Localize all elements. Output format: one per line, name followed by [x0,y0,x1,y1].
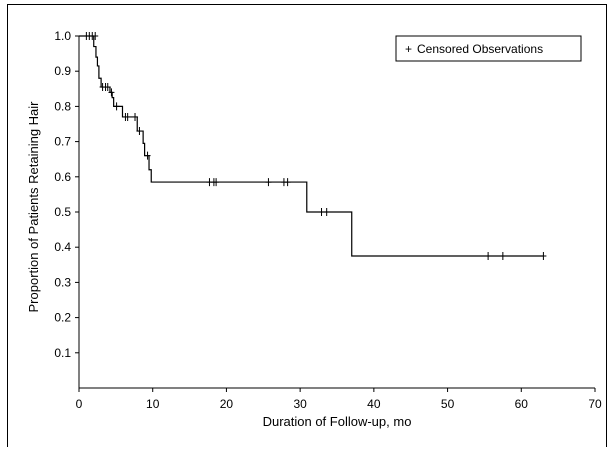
y-tick-label: 0.6 [54,170,71,184]
censored-marker [485,252,492,260]
censored-marker [108,88,115,97]
censored-marker [124,112,131,121]
y-tick-label: 0.8 [54,99,71,113]
survival-chart: 0.1 0.2 0.3 0.4 0.5 0.6 0.7 0.8 0.9 1.0 0 10 20 30 40 5… [26,29,602,429]
censored-marker [104,83,111,92]
x-tick-label: 70 [588,397,602,411]
x-tick-label: 10 [146,397,160,411]
legend: + Censored Observations [395,35,582,62]
censored-marker [284,178,291,187]
x-tick-label: 60 [515,397,529,411]
y-tick-label: 1.0 [54,29,71,43]
y-tick-label: 0.4 [54,240,71,254]
censored-marker [92,32,99,40]
survival-step-line [79,35,544,257]
censored-marker [113,102,120,111]
x-tick-label: 20 [220,397,234,411]
x-tick-label: 30 [293,397,307,411]
censored-marker [323,208,330,216]
y-tick-label: 0.1 [54,346,71,360]
censored-marker [499,252,506,260]
censored-marker [132,112,139,121]
legend-label: Censored Observations [417,42,543,56]
censored-marker [265,178,272,187]
y-tick-label: 0.7 [54,135,71,149]
censored-marker [540,252,547,260]
x-tick-label: 0 [76,397,83,411]
x-tick-label: 50 [441,397,455,411]
censored-marker [318,208,325,216]
y-tick-label: 0.3 [54,275,71,289]
x-axis-label: Duration of Follow-up, mo [263,414,412,429]
y-axis-label: Proportion of Patients Retaining Hair [26,101,41,313]
ticks: 0.1 0.2 0.3 0.4 0.5 0.6 0.7 0.8 0.9 1.0 0 10 20 30 40 5… [54,29,602,411]
y-tick-label: 0.5 [54,205,71,219]
plot-area [79,32,547,260]
y-tick-label: 0.2 [54,311,71,325]
y-tick-label: 0.9 [54,64,71,78]
censored-marker [144,151,151,160]
legend-symbol: + [405,42,412,56]
x-tick-label: 40 [367,397,381,411]
censored-marker [136,127,143,136]
legend-box [395,35,582,62]
chart-frame: 0.1 0.2 0.3 0.4 0.5 0.6 0.7 0.8 0.9 1.0 0 10 20 30 40 5… [7,4,607,447]
censored-marker [213,178,220,187]
